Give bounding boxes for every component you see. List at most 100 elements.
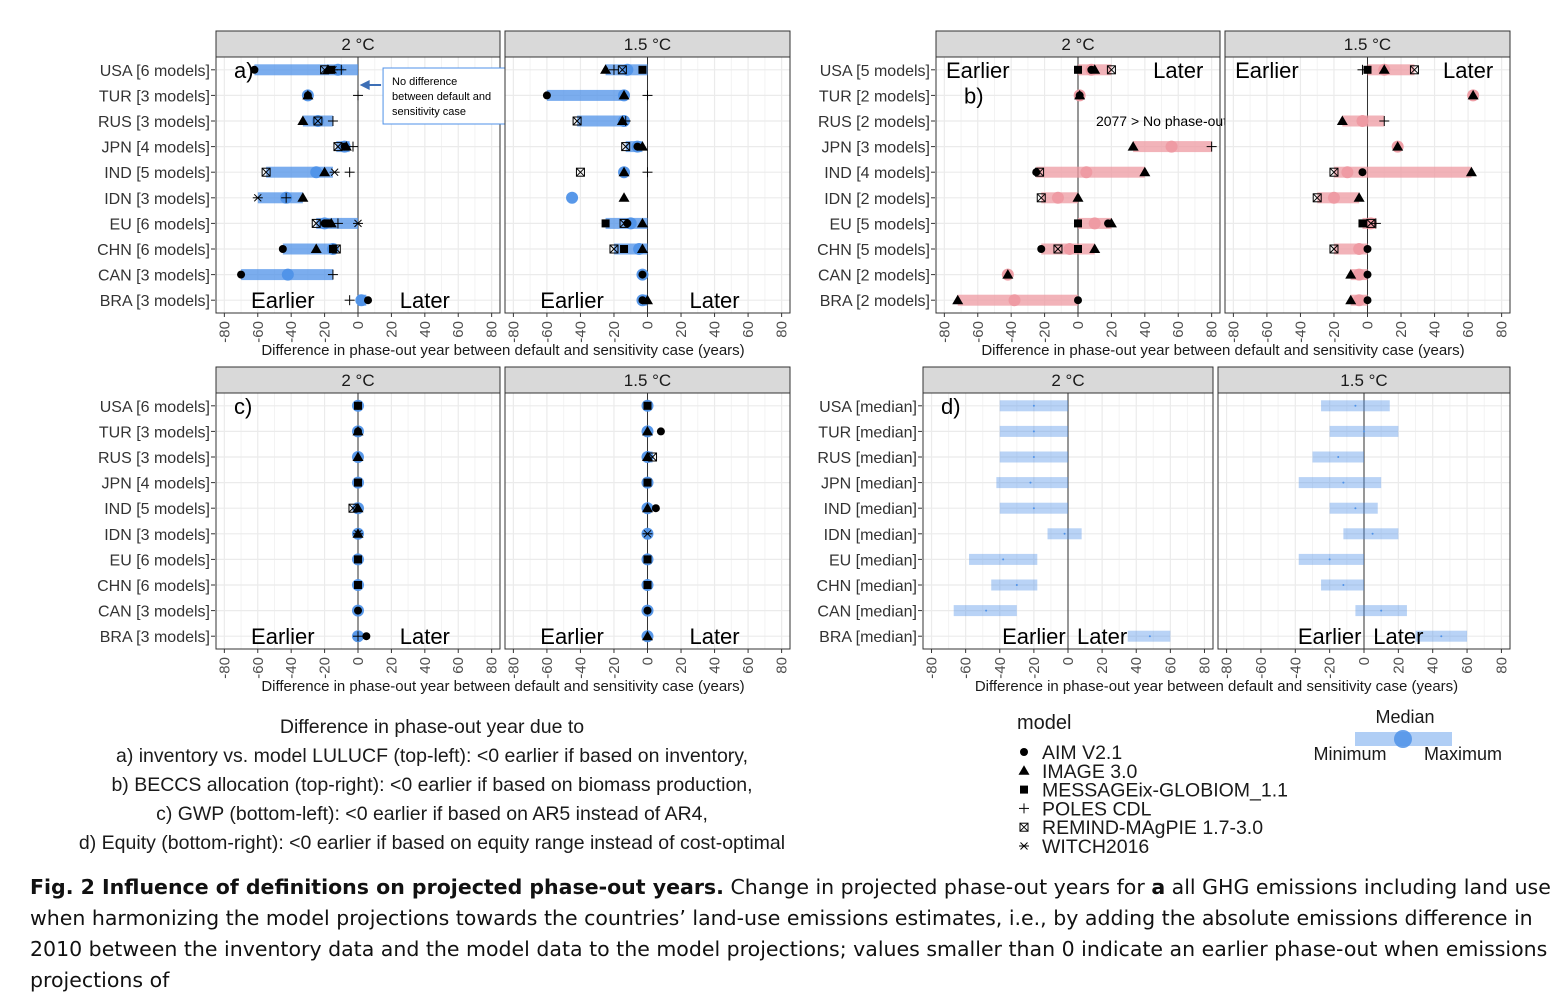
facet-d-1: 1.5 °C Earlier Later -80 -60 -40 -20 0 20 40 60 80 [1217, 366, 1511, 679]
facet-strip [504, 366, 791, 394]
median-dot [566, 191, 579, 204]
median-dot [1354, 404, 1357, 407]
marker-triangle [642, 425, 653, 436]
facet-strip-label: 2 °C [341, 35, 374, 54]
annotation-box-line: No difference [392, 76, 457, 88]
marker-box [648, 452, 658, 462]
marker-box [575, 167, 585, 177]
marker-box-x2 [311, 219, 321, 228]
definition-title: Difference in phase-out year due to [280, 716, 584, 738]
annotation-text: 2077 > No phase-out [1096, 113, 1227, 129]
row-label: IDN [3 models] [104, 191, 210, 208]
x-tick-label: -20 [1326, 321, 1343, 343]
row-label: USA [5 models] [820, 63, 930, 80]
data-row [352, 553, 364, 566]
data-row [969, 553, 1038, 565]
data-row [1032, 166, 1151, 179]
facet-strip-label: 1.5 °C [624, 35, 671, 54]
x-tick-label: 60 [1162, 657, 1179, 674]
range-bar [546, 89, 626, 101]
marker-ast-3 [329, 65, 337, 74]
definition-line: a) inventory vs. model LULUCF (top-left)… [116, 745, 748, 767]
median-dot [1029, 481, 1032, 484]
x-tick-label: 20 [1094, 657, 1111, 674]
panel-letter: c) [234, 394, 252, 419]
data-row [636, 268, 649, 281]
data-row [333, 140, 358, 153]
data-row [641, 527, 654, 540]
data-row [641, 630, 654, 643]
data-row [278, 243, 341, 255]
median-dot [1063, 532, 1066, 535]
marker-box [1312, 193, 1322, 203]
median-dot [1342, 584, 1345, 586]
caption-text-1: Change in projected phase-out years for [723, 875, 1152, 899]
data-row [641, 476, 654, 489]
data-row [1336, 115, 1390, 127]
median-dot [1015, 584, 1018, 586]
marker-box [1053, 244, 1063, 254]
legend-entry-label: POLES CDL [1042, 798, 1152, 820]
marker-triangle [1089, 64, 1101, 74]
x-tick-label: 80 [774, 321, 791, 338]
data-row [572, 115, 631, 127]
data-row [352, 476, 364, 489]
annotation-text: Later [1077, 624, 1127, 649]
data-row [641, 502, 660, 515]
median-dot [1354, 507, 1357, 510]
marker-triangle [642, 630, 653, 641]
marker-ast-3 [643, 529, 652, 538]
facet-strip-label: 2 °C [1061, 35, 1094, 54]
marker-circle [1363, 270, 1372, 279]
marker-triangle [616, 115, 628, 125]
data-row [1001, 268, 1014, 281]
annotation-text: Later [689, 624, 739, 649]
marker-box [621, 142, 631, 152]
marker-ast-3 [253, 193, 262, 202]
marker-triangle [1345, 294, 1357, 305]
data-row [999, 451, 1068, 463]
row-label: CHN [6 models] [97, 578, 210, 595]
data-row [237, 268, 338, 281]
facet-b-1: 1.5 °C Earlier Later -80 -60 -40 -20 0 20 40 60 80 [1224, 30, 1511, 343]
x-tick-label: 80 [1494, 321, 1511, 338]
figure-canvas: USA [6 models] TUR [3 models] RUS [3 model… [79, 30, 1511, 858]
data-row [609, 243, 648, 255]
row-label: TUR [3 models] [99, 88, 210, 105]
x-tick-label: -60 [970, 321, 987, 343]
marker-square [1020, 785, 1028, 794]
data-row [352, 451, 364, 463]
data-row [1358, 217, 1381, 230]
median-dot [1032, 404, 1035, 407]
x-tick-label: -40 [283, 657, 300, 679]
data-row [1321, 400, 1390, 412]
data-row [1312, 451, 1364, 463]
marker-triangle [352, 502, 364, 513]
x-tick-label: 40 [707, 657, 724, 674]
data-row [352, 399, 364, 412]
marker-triangle [297, 192, 309, 202]
marker-triangle [1467, 89, 1479, 100]
data-row [952, 294, 1082, 307]
marker-box-x2 [1366, 219, 1376, 228]
range-key-median-label: Median [1375, 707, 1434, 727]
row-label: JPN [4 models] [102, 476, 210, 493]
median-dot [1380, 609, 1383, 612]
marker-circle [354, 606, 362, 615]
row-label: IND [5 models] [104, 165, 210, 182]
row-label: IDN [2 models] [824, 191, 930, 208]
marker-circle [656, 427, 665, 436]
data-row [1074, 63, 1116, 76]
marker-triangle [319, 166, 331, 177]
marker-triangle [952, 294, 964, 305]
annotation-text: Earlier [251, 624, 315, 649]
median-dot [1353, 243, 1366, 255]
marker-triangle [636, 243, 648, 253]
annotation-text: Later [400, 624, 450, 649]
marker-box-x2 [348, 503, 358, 513]
x-tick-label: -40 [1287, 657, 1304, 679]
data-row [600, 63, 648, 76]
x-tick-label: 80 [484, 321, 501, 338]
median-dot [281, 268, 294, 281]
marker-triangle [302, 89, 314, 100]
